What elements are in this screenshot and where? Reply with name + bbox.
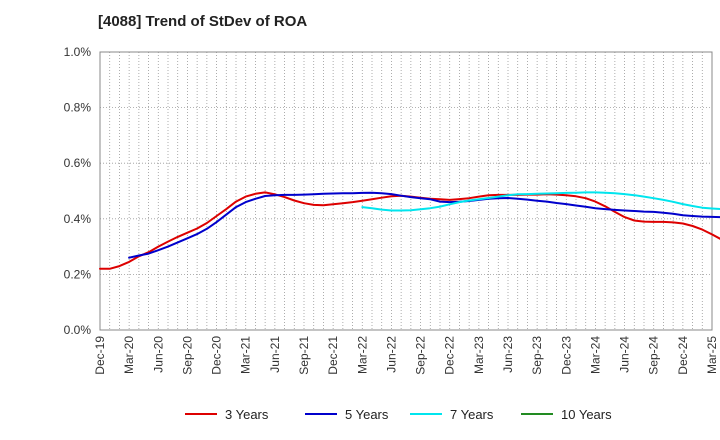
x-tick-label: Jun-20 (151, 336, 165, 373)
x-tick-label: Jun-23 (501, 336, 515, 373)
chart-title: [4088] Trend of StDev of ROA (98, 13, 308, 30)
legend-label-3-years: 3 Years (225, 407, 269, 422)
x-tick-label: Mar-23 (472, 336, 486, 374)
x-tick-label: Dec-21 (326, 336, 340, 375)
x-tick-label: Dec-22 (443, 336, 457, 375)
grid-layer (100, 52, 712, 330)
y-tick-label: 1.0% (64, 45, 92, 59)
x-tick-label: Dec-23 (559, 336, 573, 375)
x-tick-label: Mar-22 (355, 336, 369, 374)
series-layer (99, 191, 720, 270)
x-tick-label: Mar-25 (705, 336, 719, 374)
x-tick-label: Sep-21 (297, 336, 311, 375)
legend-label-10-years: 10 Years (561, 407, 612, 422)
plot-frame (99, 51, 713, 331)
x-axis: Dec-19 Mar-20 Jun-20 Sep-20 Dec-20 Mar-21 Jun-… (93, 336, 719, 375)
x-tick-label: Dec-24 (676, 336, 690, 375)
x-tick-label: Mar-20 (122, 336, 136, 374)
x-tick-label: Sep-20 (180, 336, 194, 375)
series-line-3-years (99, 191, 720, 270)
x-tick-label: Mar-21 (239, 336, 253, 374)
y-tick-label: 0.0% (64, 323, 92, 337)
series-line-5-years (128, 191, 720, 259)
y-tick-label: 0.4% (64, 212, 92, 226)
x-tick-label: Dec-19 (93, 336, 107, 375)
x-tick-label: Jun-21 (268, 336, 282, 373)
y-tick-label: 0.2% (64, 267, 92, 281)
series-line-7-years (361, 191, 720, 212)
x-tick-label: Sep-23 (530, 336, 544, 375)
legend-label-5-years: 5 Years (345, 407, 389, 422)
x-tick-label: Dec-20 (210, 336, 224, 375)
x-tick-label: Jun-22 (384, 336, 398, 373)
legend-label-7-years: 7 Years (450, 407, 494, 422)
x-tick-label: Sep-22 (414, 336, 428, 375)
y-axis: 0.0% 0.2% 0.4% 0.6% 0.8% 1.0% (64, 45, 92, 337)
x-tick-label: Jun-24 (618, 336, 632, 373)
x-tick-label: Mar-24 (588, 336, 602, 374)
legend: 3 Years 5 Years 7 Years 10 Years (185, 407, 612, 422)
x-tick-label: Sep-24 (647, 336, 661, 375)
y-tick-label: 0.8% (64, 101, 92, 115)
y-tick-label: 0.6% (64, 156, 92, 170)
